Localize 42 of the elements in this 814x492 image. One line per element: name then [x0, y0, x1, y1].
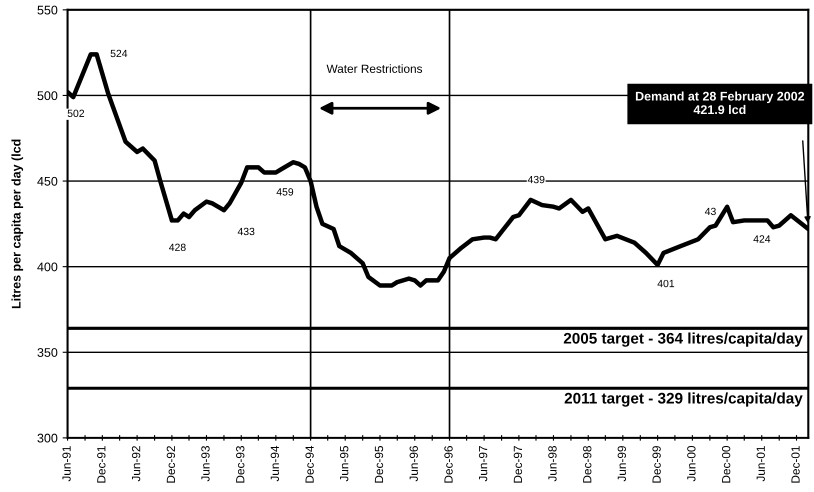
y-tick-label: 500	[37, 91, 58, 100]
y-tick-label: 350	[37, 348, 58, 357]
x-tick-label: Jun-91	[62, 446, 71, 482]
annotation: 433	[238, 228, 254, 236]
annotation: Water Restrictions	[326, 64, 422, 73]
y-tick-label: 450	[37, 176, 58, 186]
annotation: 424	[753, 235, 770, 243]
x-tick-label: Dec-00	[722, 446, 730, 483]
ref-line-label: 2011 target - 329 litres/capita/day	[564, 392, 803, 407]
x-tick-label: Jun-95	[340, 446, 348, 482]
x-tick-label: Dec-97	[514, 446, 522, 483]
y-tick-label: 550	[37, 6, 58, 14]
x-tick-label: Jun-92	[132, 446, 140, 482]
x-tick-label: Jun-94	[270, 446, 280, 482]
annotation: 428	[168, 244, 186, 252]
annotation: 459	[276, 188, 294, 196]
x-tick-label: Dec-98	[583, 446, 592, 483]
x-tick-label: Dec-93	[236, 446, 244, 483]
y-tick-label: 300	[37, 434, 58, 443]
annotation: Demand at 28 February 2002 421.9 lcd	[636, 91, 804, 114]
annotation: 401	[657, 280, 674, 288]
x-tick-label: Dec-91	[97, 446, 106, 483]
annotation: 502	[68, 110, 84, 118]
x-tick-label: Jun-93	[201, 446, 210, 482]
x-tick-label: Dec-92	[166, 446, 176, 483]
annotation: 43	[704, 208, 716, 216]
x-tick-label: Dec-94	[305, 446, 314, 483]
x-tick-label: Jun-01	[756, 446, 765, 482]
annotation: 439	[528, 176, 544, 184]
annotation: 524	[110, 50, 128, 58]
x-tick-label: Dec-95	[374, 446, 384, 483]
x-tick-label: Jun-99	[618, 446, 626, 482]
x-tick-label: Dec-99	[652, 446, 661, 483]
x-tick-label: Dec-01	[791, 446, 800, 483]
ref-line-label: 2005 target - 364 litres/capita/day	[564, 332, 803, 347]
x-tick-label: Dec-96	[444, 446, 453, 483]
x-tick-label: Jun-96	[410, 446, 418, 482]
y-axis-title: Litres per capita per day (lcd	[11, 140, 24, 308]
x-tick-label: Jun-00	[687, 446, 696, 482]
y-tick-label: 400	[37, 262, 58, 272]
x-tick-label: Jun-97	[478, 446, 488, 482]
x-tick-label: Jun-98	[548, 446, 557, 482]
